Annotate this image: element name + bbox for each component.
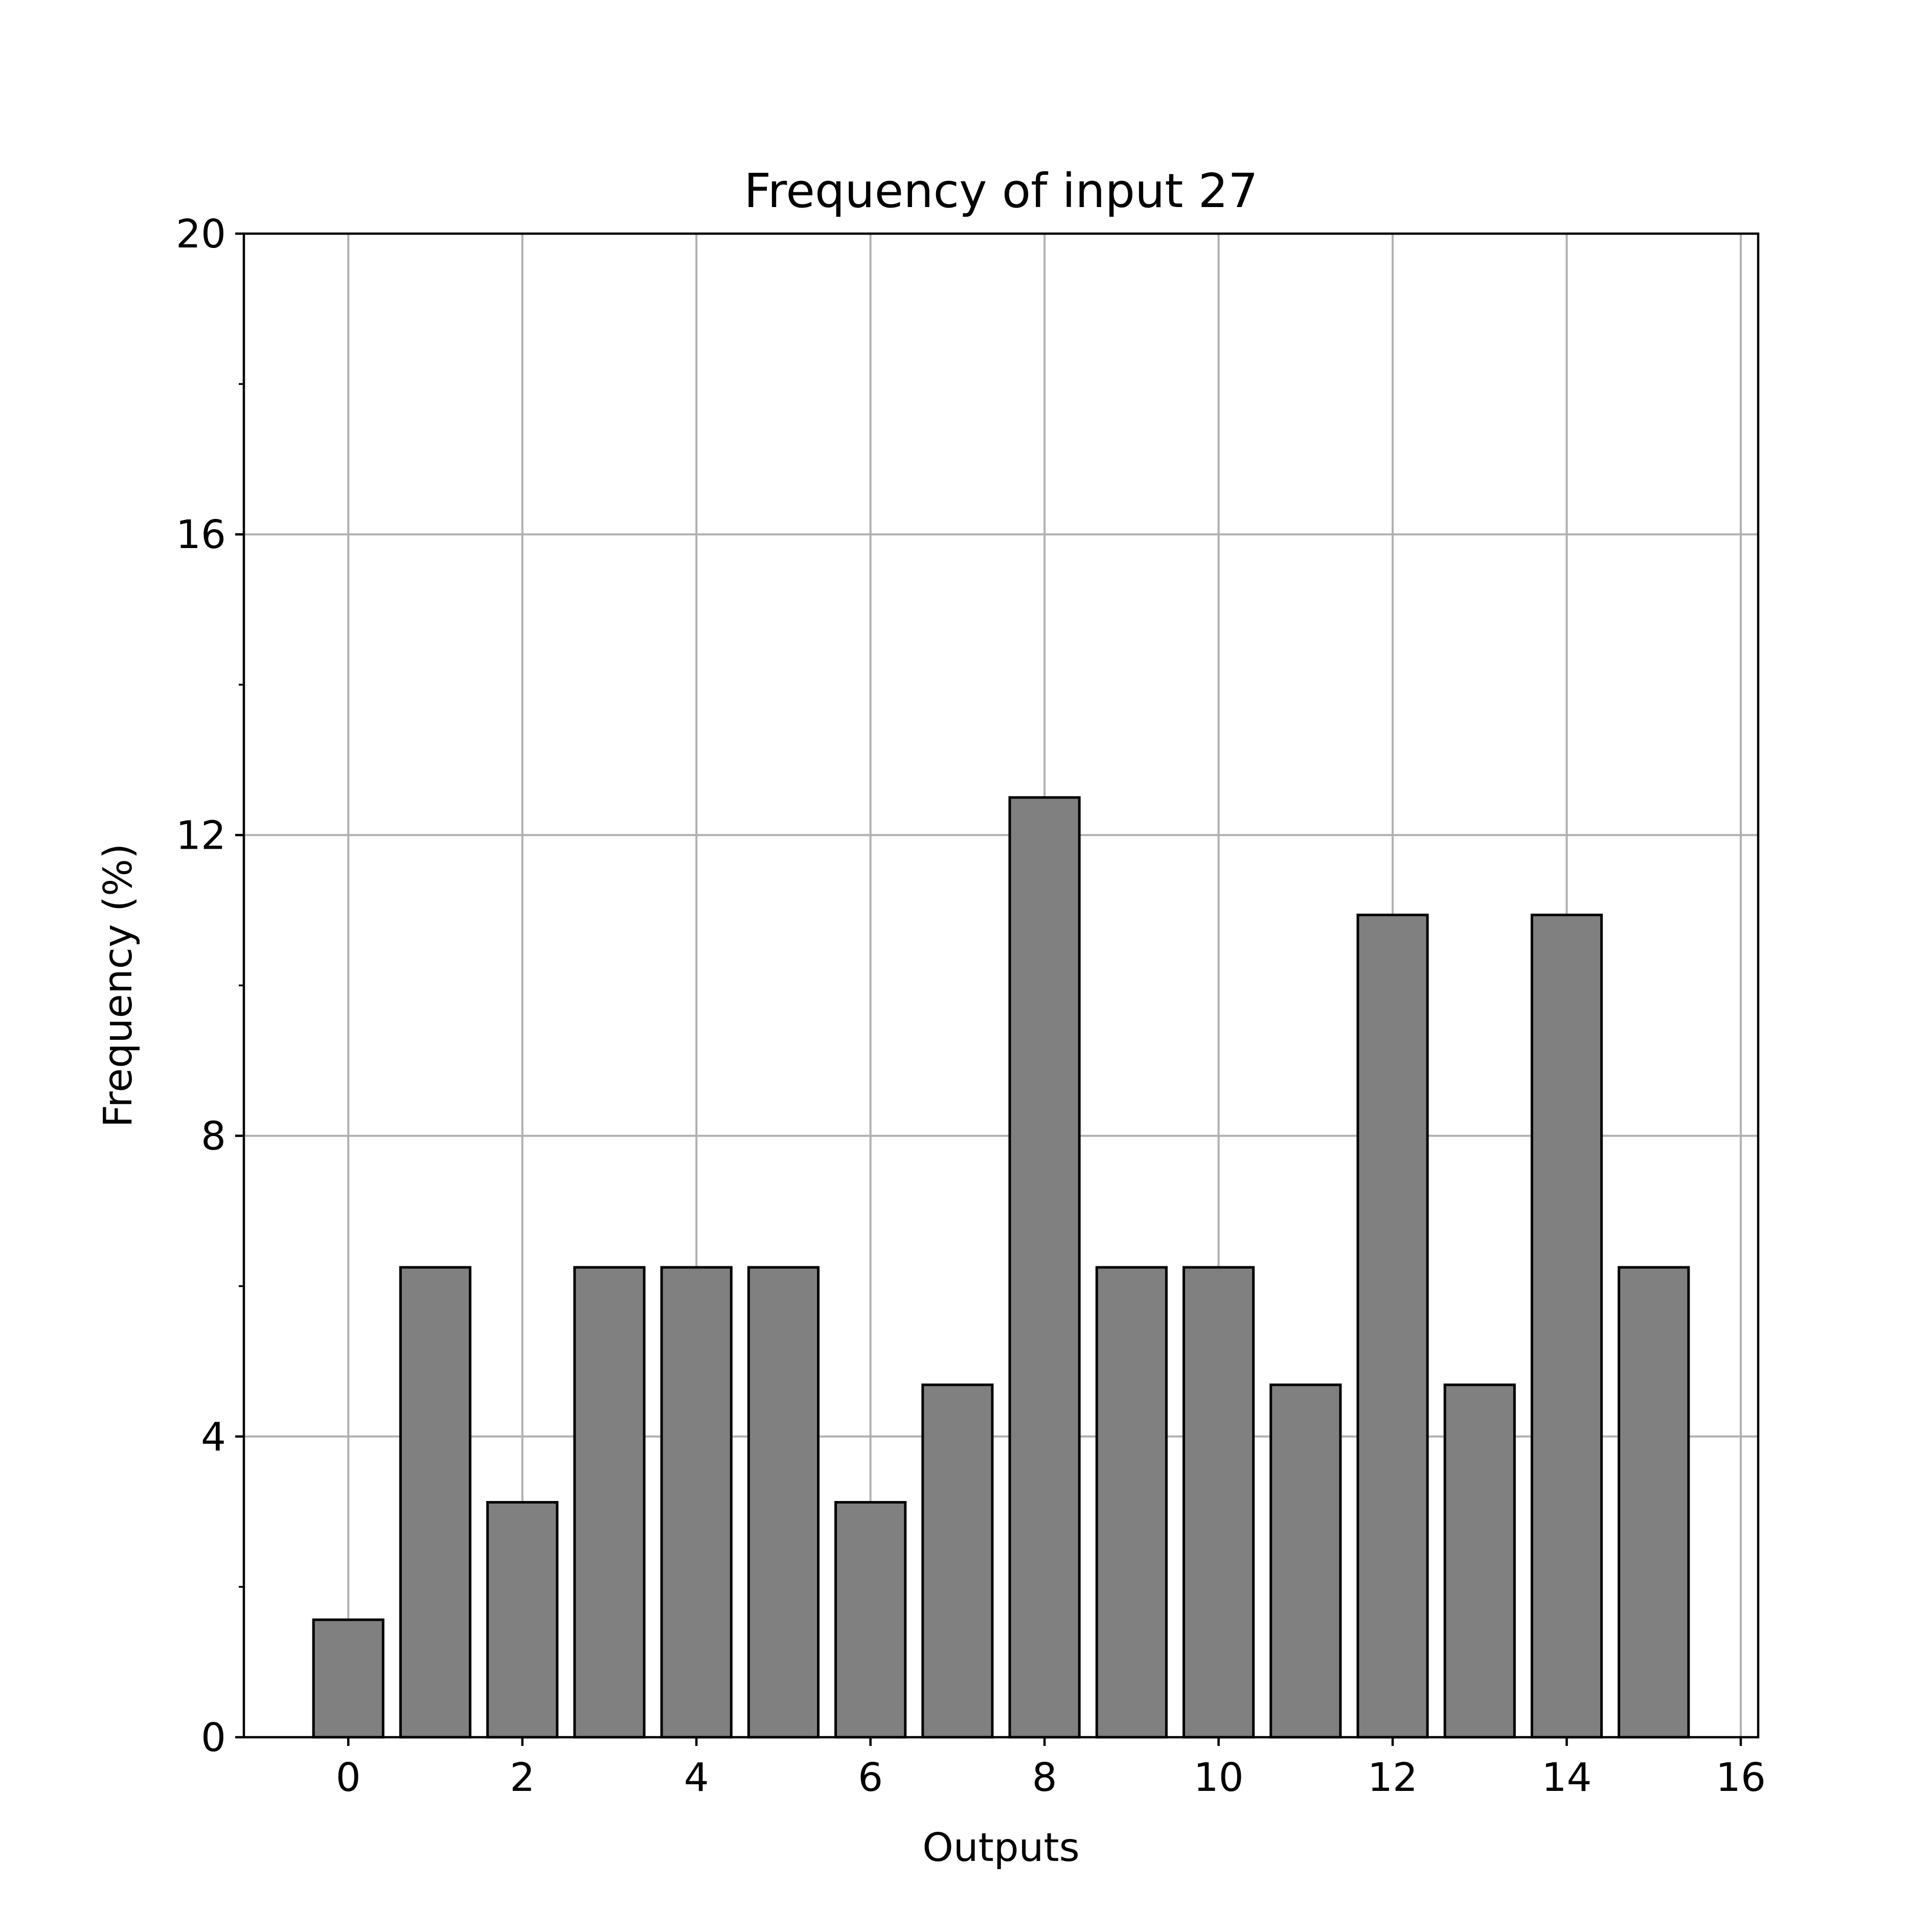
ticks: 0 2 4 6 8 10 12 14 16 0 4 8 12 16 20 [176, 212, 1766, 1801]
chart-title: Frequency of input 27 [744, 164, 1258, 218]
bar-output-4 [660, 1266, 733, 1739]
bar-output-1 [399, 1266, 472, 1739]
bar-output-5 [747, 1266, 820, 1739]
x-tick-label: 12 [1368, 1755, 1418, 1801]
y-axis-label: Frequency (%) [96, 844, 141, 1128]
x-tick-label: 8 [1032, 1755, 1057, 1801]
bar-output-11 [1269, 1383, 1342, 1739]
bar-output-15 [1618, 1266, 1690, 1739]
bar-output-0 [312, 1618, 384, 1739]
bar-output-2 [486, 1501, 559, 1739]
y-tick-label: 20 [176, 212, 226, 257]
y-tick-label: 4 [201, 1415, 226, 1460]
x-tick-label: 6 [858, 1755, 883, 1801]
bars [312, 796, 1690, 1739]
bar-output-3 [573, 1266, 646, 1739]
x-tick-label: 2 [510, 1755, 535, 1801]
x-axis-label: Outputs [922, 1825, 1080, 1871]
bar-output-12 [1356, 914, 1429, 1739]
bar-output-10 [1182, 1266, 1255, 1739]
bar-output-13 [1443, 1383, 1516, 1739]
y-tick-label: 12 [176, 813, 226, 858]
x-tick-label: 0 [336, 1755, 361, 1801]
bar-output-9 [1095, 1266, 1168, 1739]
y-tick-label: 0 [201, 1715, 226, 1761]
bar-output-14 [1530, 914, 1603, 1739]
bar-output-8 [1008, 796, 1081, 1739]
x-tick-label: 10 [1194, 1755, 1244, 1801]
y-tick-label: 16 [176, 512, 226, 558]
x-tick-label: 14 [1542, 1755, 1592, 1801]
y-tick-label: 8 [201, 1114, 226, 1160]
bar-output-6 [834, 1501, 907, 1739]
bar-output-7 [921, 1383, 994, 1739]
x-tick-label: 4 [684, 1755, 709, 1801]
x-tick-label: 16 [1716, 1755, 1766, 1801]
